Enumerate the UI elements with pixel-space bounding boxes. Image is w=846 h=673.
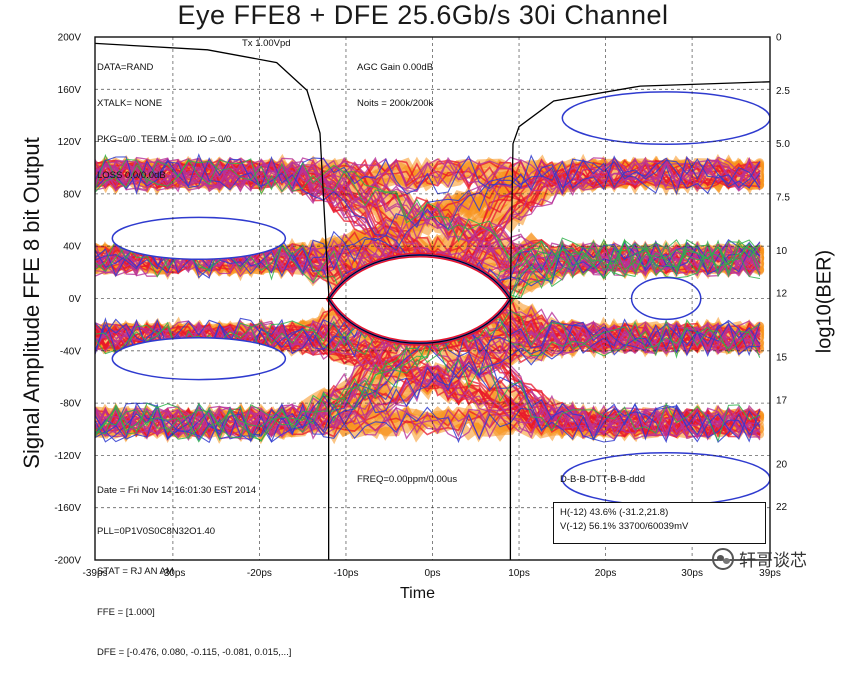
- eye-diagram-chart: 200V 160V 120V 80V 40V 0V -40V -80V -120V -160V -2…: [54, 33, 790, 580]
- y2-tick-label: 0: [776, 33, 782, 44]
- bathtub-curve-right: [509, 81, 770, 294]
- y2-tick-label: 15: [776, 353, 788, 364]
- info-line: LOSS 0.0/0.0dB: [97, 170, 166, 181]
- y-tick-label: 200V: [58, 33, 82, 44]
- info-line: DATA=RAND: [97, 62, 154, 73]
- x-tick-label: 10ps: [508, 568, 530, 579]
- eye-trace: [95, 405, 761, 441]
- eye-trace: [95, 156, 761, 276]
- info-tx: Tx 1.00Vpd: [242, 38, 291, 49]
- x-axis-label: Time: [400, 585, 435, 602]
- sub-eye-opening: [111, 336, 287, 381]
- y-tick-label: 0V: [69, 294, 82, 305]
- wechat-logo-icon: [712, 547, 734, 570]
- eye-measurement-box: H(-12) 43.6% (-31.2,21.8) V(-12) 56.1% 3…: [553, 502, 766, 544]
- axes: 200V 160V 120V 80V 40V 0V -40V -80V -120V -160V -2…: [54, 33, 790, 580]
- eye-trace: [95, 320, 761, 439]
- y2-tick-label: 17: [776, 395, 788, 406]
- y2-tick-label: 2.5: [776, 86, 790, 97]
- info-line: FFE = [1.000]: [97, 606, 155, 618]
- plot-frame: [94, 36, 771, 561]
- x-tick-label: 20ps: [595, 568, 617, 579]
- info-dbr: D-B-B-DTT-B-B-ddd: [560, 474, 645, 485]
- eye-trace: [95, 156, 761, 193]
- info-line: STAT = RJ AN AM: [97, 566, 174, 577]
- info-bottom-left: Date = Fri Nov 14 16:01:30 EST 2014 PLL=…: [97, 457, 291, 673]
- measure-horizontal: H(-12) 43.6% (-31.2,21.8): [560, 507, 669, 518]
- x-tick-label: 30ps: [681, 568, 703, 579]
- info-freq: FREQ=0.00ppm/0.00us: [357, 474, 458, 485]
- eye-trace: [95, 153, 761, 277]
- chart-title: Eye FFE8 + DFE 25.6Gb/s 30i Channel: [177, 0, 669, 30]
- x-tick-label: -20ps: [247, 568, 272, 579]
- measure-vertical: V(-12) 56.1% 33700/60039mV: [560, 521, 689, 532]
- y2-tick-label: 7.5: [776, 193, 790, 204]
- y-tick-label: -160V: [54, 503, 81, 514]
- eye-trace: [95, 155, 761, 278]
- info-line: AGC Gain 0.00dB: [357, 62, 434, 73]
- eye-trace: [95, 159, 761, 276]
- info-top-left: DATA=RAND XTALK= NONE PKG=0/0 TERM = 0/0…: [97, 38, 231, 194]
- y-tick-label: -120V: [54, 451, 81, 462]
- y-tick-label: 80V: [63, 189, 81, 200]
- info-line: Date = Fri Nov 14 16:01:30 EST 2014: [97, 485, 257, 496]
- y-tick-label: 160V: [58, 85, 82, 96]
- x-tick-label: 39ps: [759, 568, 781, 579]
- y2-tick-label: 22: [776, 502, 788, 513]
- y-tick-label: -40V: [60, 346, 81, 357]
- info-agc: AGC Gain 0.00dB Noits = 200k/200k: [357, 38, 433, 122]
- x-tick-label: -10ps: [333, 568, 358, 579]
- info-line: Noits = 200k/200k: [357, 98, 434, 109]
- y2-tick-label: 10: [776, 246, 788, 257]
- y-tick-label: -80V: [60, 399, 81, 410]
- y2-tick-label: 12: [776, 289, 788, 300]
- x-tick-label: -39ps: [82, 568, 107, 579]
- info-line: DFE = [-0.476, 0.080, -0.115, -0.081, 0.…: [97, 647, 292, 658]
- x-tick-label: 0ps: [424, 568, 440, 579]
- eye-trace: [95, 238, 761, 434]
- eye-trace: [95, 239, 761, 440]
- y-tick-label: -200V: [54, 556, 81, 567]
- y-tick-label: 120V: [58, 137, 82, 148]
- y2-tick-label: 20: [776, 459, 788, 470]
- info-line: PLL=0P1V0S0C8N32O1.40: [97, 525, 216, 537]
- watermark: 轩哥谈芯: [712, 546, 807, 571]
- eye-trace: [95, 158, 761, 279]
- info-line: PKG=0/0 TERM = 0/0 IO = 0/0: [97, 134, 232, 145]
- eye-trace: [95, 239, 761, 442]
- x-tick-label: -30ps: [160, 568, 185, 579]
- info-line: XTALK= NONE: [97, 98, 163, 109]
- watermark-text: 轩哥谈芯: [739, 551, 807, 570]
- eye-traces: [95, 91, 770, 506]
- y-tick-label: 40V: [63, 242, 81, 253]
- bathtub-curve-left: [95, 42, 330, 294]
- y2-tick-label: 5.0: [776, 139, 790, 150]
- eye-trace: [95, 154, 761, 195]
- sub-eye-opening: [561, 91, 770, 145]
- sub-eye-opening: [111, 216, 287, 261]
- bathtub-curves: [95, 42, 770, 560]
